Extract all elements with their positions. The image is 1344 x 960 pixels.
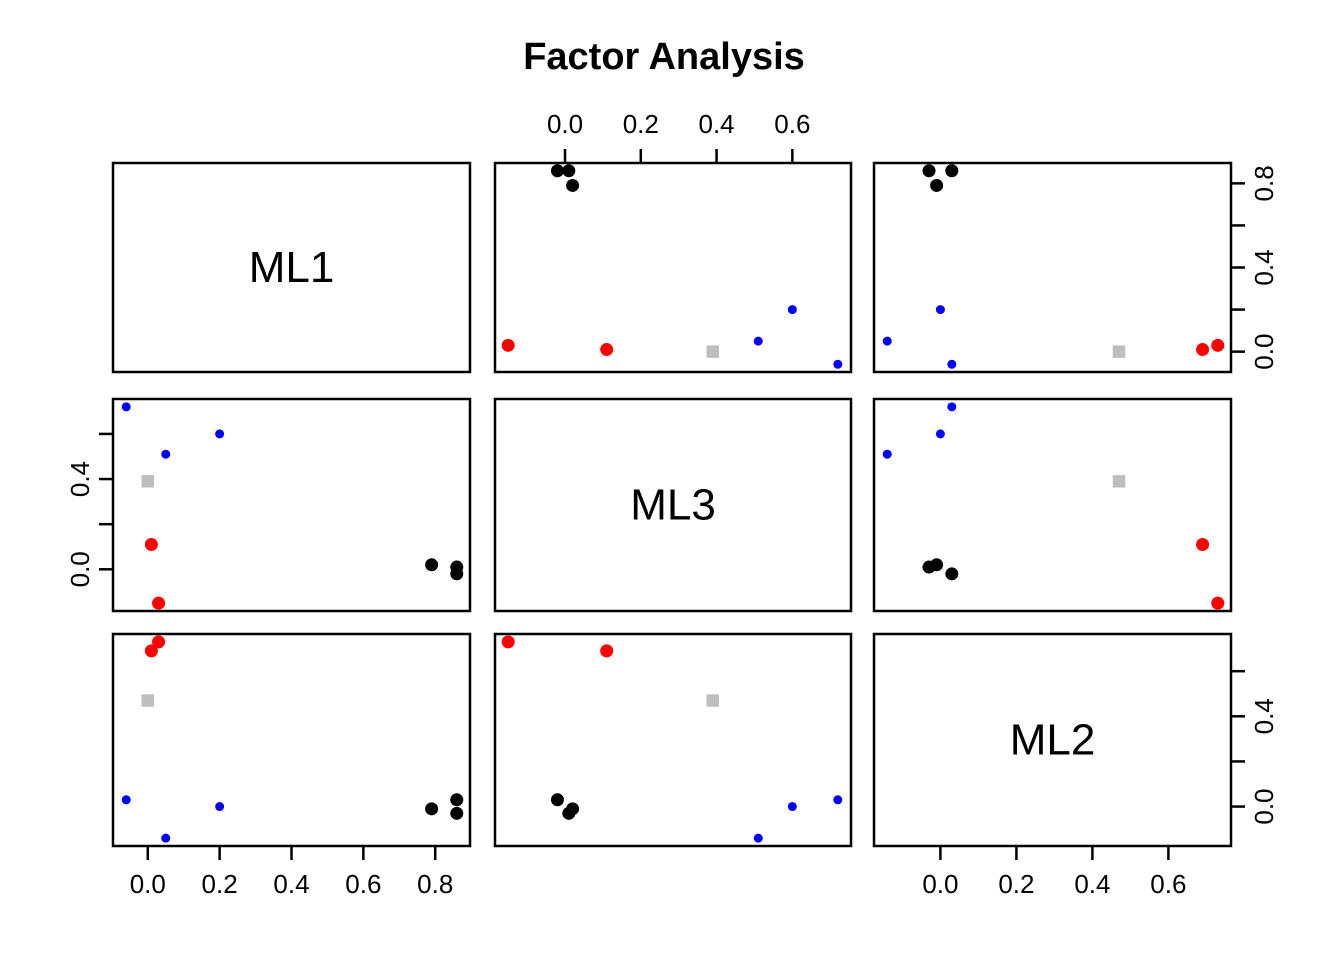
x-tick-label-ML3: 0.4 (698, 109, 734, 139)
x-tick-label-ML1: 0.2 (202, 869, 238, 899)
scatter-point-ml3-loading-variables-0 (833, 359, 843, 369)
y-tick-label-ML3: 0.0 (65, 551, 95, 587)
scatter-point-ml2-loading-variables-1 (1211, 338, 1225, 352)
panel-ML2-ML1 (111, 632, 472, 848)
x-tick-label-ML2: 0.2 (998, 869, 1034, 899)
factor-label-ML3: ML3 (630, 481, 716, 530)
scatter-point-ml1-loading-variables-0 (425, 802, 439, 816)
scatter-point-ml3-loading-variables-2 (882, 449, 892, 459)
scatter-point-ml2-loading-variables-0 (144, 537, 158, 551)
scatter-point-unassigned-variable-0 (1112, 475, 1126, 488)
y-tick-label-ML2: 0.4 (1249, 698, 1279, 734)
x-tick-label-ML1: 0.6 (345, 869, 381, 899)
x-tick-label-ML1: 0.4 (273, 869, 309, 899)
scatter-point-ml3-loading-variables-0 (947, 402, 957, 412)
scatter-point-ml1-loading-variables-2 (450, 567, 464, 581)
x-tick-label-ML2: 0.0 (922, 869, 958, 899)
scatter-point-ml1-loading-variables-1 (922, 164, 936, 178)
panel-ML1-ML3 (493, 161, 853, 374)
scatter-point-ml2-loading-variables-0 (1196, 343, 1210, 357)
scatter-point-ml3-loading-variables-2 (161, 449, 171, 459)
x-tick-label-ML3: 0.2 (623, 109, 659, 139)
factor-label-ML2: ML2 (1010, 716, 1096, 765)
scatter-point-ml3-loading-variables-1 (787, 305, 797, 315)
panel-ML3-ML1 (111, 397, 472, 613)
scatter-point-ml2-loading-variables-1 (152, 635, 166, 649)
panel-ML3-ML3 (493, 397, 853, 613)
scatter-point-ml2-loading-variables-0 (600, 343, 614, 357)
scatter-point-ml1-loading-variables-1 (562, 164, 576, 178)
scatter-point-ml3-loading-variables-0 (947, 359, 957, 369)
scatter-point-ml1-loading-variables-1 (450, 806, 464, 820)
scatter-point-ml1-loading-variables-0 (930, 178, 944, 192)
scatter-point-unassigned-variable-0 (706, 345, 720, 358)
panel-ML1-ML1 (111, 161, 472, 374)
scatter-point-ml2-loading-variables-0 (600, 644, 614, 658)
scatter-point-ml1-loading-variables-2 (550, 793, 564, 807)
panel-ML1-ML2 (872, 161, 1233, 374)
x-tick-label-ML1: 0.0 (130, 869, 166, 899)
scatter-point-ml3-loading-variables-2 (161, 833, 171, 843)
y-tick-label-ML1: 0.8 (1249, 165, 1279, 201)
scatter-point-ml2-loading-variables-0 (144, 644, 158, 658)
y-tick-label-ML3: 0.4 (65, 461, 95, 497)
scatter-point-ml1-loading-variables-0 (566, 178, 580, 192)
scatter-point-unassigned-variable-0 (1112, 345, 1126, 358)
scatter-point-ml1-loading-variables-1 (562, 806, 576, 820)
scatter-point-ml1-loading-variables-2 (945, 164, 959, 178)
scatter-point-unassigned-variable-0 (141, 475, 155, 488)
panel-ML2-ML2 (872, 632, 1233, 848)
scatter-point-ml3-loading-variables-0 (121, 402, 131, 412)
scatter-point-ml1-loading-variables-0 (425, 558, 439, 572)
scatter-point-ml3-loading-variables-0 (833, 795, 843, 805)
panel-ML3-ML2 (872, 397, 1233, 613)
scatter-point-ml1-loading-variables-2 (550, 164, 564, 178)
panel-ML2-ML3 (493, 632, 853, 848)
scatter-point-ml3-loading-variables-0 (121, 795, 131, 805)
scatter-point-ml3-loading-variables-1 (215, 802, 225, 812)
scatter-point-ml3-loading-variables-2 (882, 336, 892, 346)
factor-label-ML1: ML1 (249, 243, 335, 292)
chart-title: Factor Analysis (523, 36, 805, 78)
y-tick-label-ML1: 0.4 (1249, 249, 1279, 285)
scatter-point-ml1-loading-variables-2 (945, 567, 959, 581)
x-tick-label-ML1: 0.8 (417, 869, 453, 899)
scatter-point-ml3-loading-variables-1 (787, 802, 797, 812)
scatter-point-ml2-loading-variables-0 (1196, 537, 1210, 551)
y-tick-label-ML2: 0.0 (1249, 788, 1279, 824)
x-tick-label-ML3: 0.0 (547, 109, 583, 139)
scatter-point-ml2-loading-variables-1 (501, 635, 515, 649)
x-tick-label-ML2: 0.4 (1074, 869, 1110, 899)
scatter-point-unassigned-variable-0 (706, 694, 720, 707)
scatter-point-ml2-loading-variables-1 (501, 338, 515, 352)
scatter-point-ml3-loading-variables-1 (215, 429, 225, 439)
scatter-point-ml3-loading-variables-1 (935, 429, 945, 439)
y-tick-label-ML1: 0.0 (1249, 334, 1279, 370)
scatter-point-ml3-loading-variables-1 (935, 305, 945, 315)
x-tick-label-ML3: 0.6 (774, 109, 810, 139)
scatter-point-ml3-loading-variables-2 (753, 833, 763, 843)
scatter-point-ml2-loading-variables-1 (1211, 596, 1225, 610)
scatter-point-ml2-loading-variables-1 (152, 596, 166, 610)
x-tick-label-ML2: 0.6 (1150, 869, 1186, 899)
scatter-point-ml3-loading-variables-2 (753, 336, 763, 346)
scatter-point-unassigned-variable-0 (141, 694, 155, 707)
scatter-point-ml1-loading-variables-1 (922, 560, 936, 574)
scatter-point-ml1-loading-variables-2 (450, 793, 464, 807)
